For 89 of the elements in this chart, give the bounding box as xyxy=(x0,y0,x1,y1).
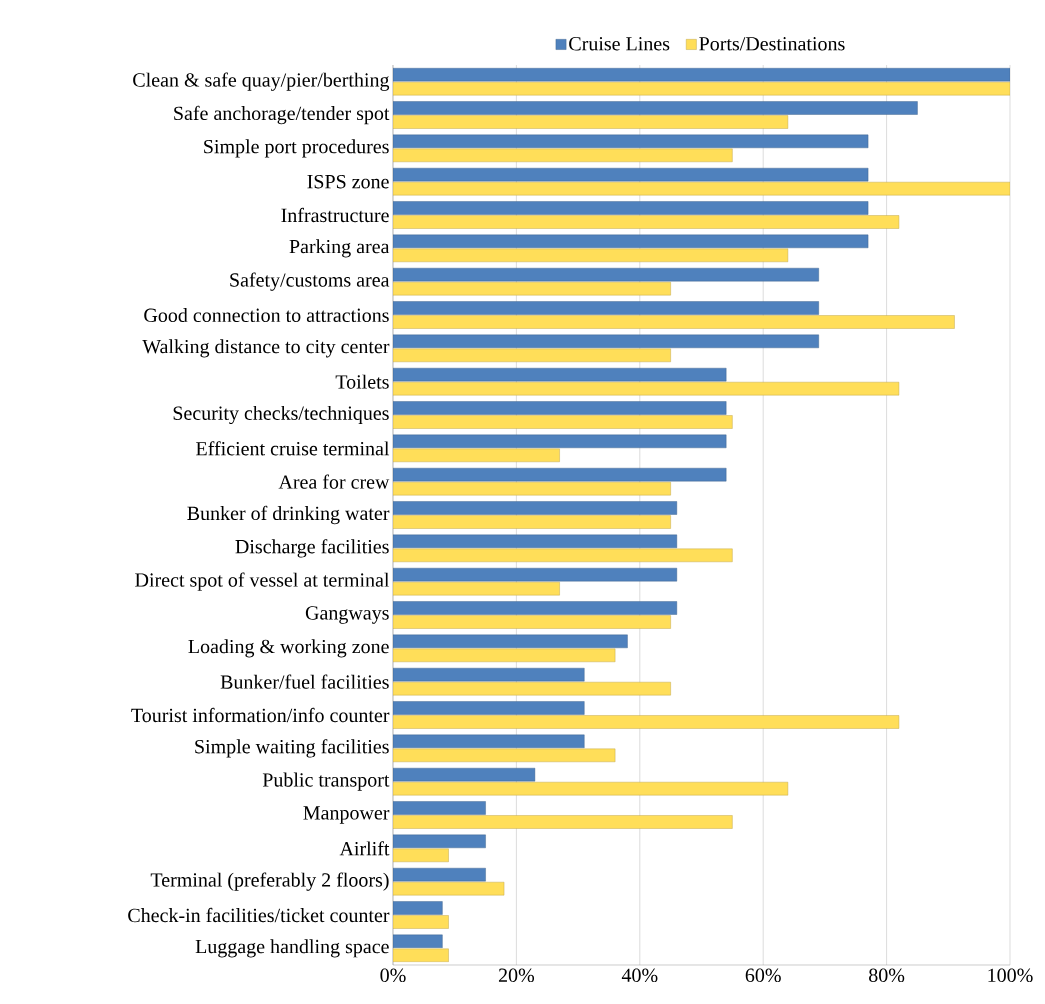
bar xyxy=(393,167,869,182)
y-tick-label: Parking area xyxy=(289,239,390,258)
y-tick-label: ISPS zone xyxy=(307,174,389,189)
y-tick-label: Security checks/techniques xyxy=(173,405,389,425)
bar xyxy=(393,134,869,149)
bar xyxy=(393,701,585,715)
bar xyxy=(393,601,678,615)
y-tick-label: Airlift xyxy=(339,841,390,856)
bar xyxy=(393,815,733,829)
y-tick-label: Clean & safe quay/pier/berthing xyxy=(133,72,390,91)
bar xyxy=(393,267,819,282)
bar xyxy=(393,548,733,563)
y-tick-label: Toilets xyxy=(335,374,389,389)
bar xyxy=(393,348,671,363)
bar xyxy=(393,115,789,129)
bar xyxy=(393,681,671,696)
y-tick-label: Area for crew xyxy=(278,474,390,489)
y-tick-label: Luggage handling space xyxy=(195,939,389,958)
bar xyxy=(393,767,536,782)
y-tick-label: Bunker/fuel facilities xyxy=(220,674,389,689)
bar xyxy=(393,334,819,349)
bar xyxy=(393,67,1010,82)
bar xyxy=(393,201,869,215)
y-tick-label: Discharge facilities xyxy=(235,539,389,558)
bar xyxy=(393,867,486,882)
y-tick-label: Simple port procedures xyxy=(204,139,389,158)
bar xyxy=(393,101,918,115)
bar xyxy=(393,834,486,849)
bar xyxy=(393,248,789,263)
y-tick-label: Bunker of drinking water xyxy=(187,505,390,525)
bar xyxy=(393,534,678,549)
y-tick-label: Public transport xyxy=(262,772,390,791)
bar xyxy=(393,801,486,815)
y-tick-label: Gangways xyxy=(305,606,389,624)
bar xyxy=(393,948,449,963)
bar xyxy=(393,615,671,629)
bar xyxy=(393,434,727,449)
bar xyxy=(393,481,671,496)
y-tick-label: Terminal (preferably 2 floors) xyxy=(150,872,389,891)
bar xyxy=(393,367,727,382)
x-tick-label: 80% xyxy=(869,968,905,983)
y-tick-label: Good connection to attractions xyxy=(144,307,389,323)
bar xyxy=(393,934,443,949)
y-tick-label: Loading & working zone xyxy=(188,639,389,658)
bar xyxy=(393,515,671,529)
bar xyxy=(393,315,955,329)
legend-label: Cruise Lines xyxy=(569,37,670,51)
y-tick-label: Direct spot of vessel at terminal xyxy=(135,572,390,591)
bar xyxy=(393,781,789,796)
y-tick-label: Manpower xyxy=(303,806,390,824)
bar xyxy=(393,848,449,863)
y-tick-label: Efficient cruise terminal xyxy=(196,441,390,456)
y-tick-label: Simple waiting facilities xyxy=(195,739,389,758)
bar xyxy=(393,415,733,429)
bar xyxy=(393,301,819,315)
y-tick-label: Check-in facilities/ticket counter xyxy=(128,907,390,923)
y-tick-label: Tourist information/info counter xyxy=(131,707,390,723)
bar xyxy=(393,634,628,649)
bar xyxy=(393,181,1010,196)
y-tick-label: Safety/customs area xyxy=(230,272,390,291)
bar xyxy=(393,881,505,896)
bar xyxy=(393,915,449,929)
bar xyxy=(393,715,900,729)
bar xyxy=(393,81,1010,96)
x-tick-label: 20% xyxy=(498,968,535,983)
bar xyxy=(393,648,616,663)
bar xyxy=(393,734,585,749)
bar xyxy=(393,748,616,763)
bar xyxy=(393,401,727,415)
bar xyxy=(393,501,678,515)
y-tick-label: Safe anchorage/tender spot xyxy=(174,105,390,125)
bar xyxy=(393,581,560,596)
bar xyxy=(393,567,678,582)
x-tick-label: 100% xyxy=(988,968,1033,983)
bar xyxy=(393,148,733,163)
x-tick-label: 40% xyxy=(621,968,658,983)
bar xyxy=(393,281,671,296)
y-tick-label: Walking distance to city center xyxy=(142,339,390,358)
y-tick-label: Infrastructure xyxy=(281,207,389,223)
bar xyxy=(393,467,727,482)
x-tick-label: 0% xyxy=(380,968,406,983)
legend-label: Ports/Destinations xyxy=(699,37,845,51)
bar xyxy=(393,448,560,463)
bar xyxy=(393,667,585,682)
bar xyxy=(393,234,869,249)
x-tick-label: 60% xyxy=(745,968,781,983)
bar xyxy=(393,381,900,396)
bar xyxy=(393,901,443,915)
bar xyxy=(393,215,900,229)
